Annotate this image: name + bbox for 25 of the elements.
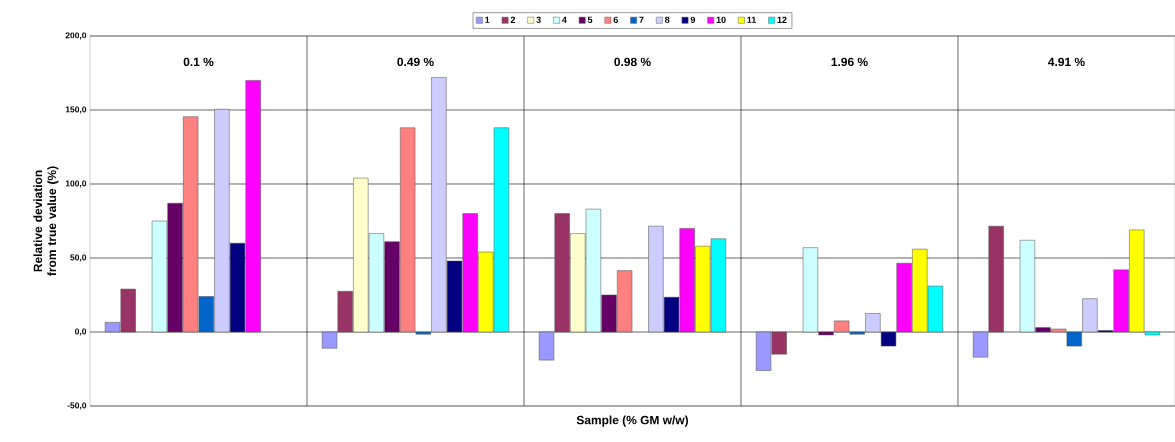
y-tick-label: 200,0 [65, 32, 87, 40]
y-tick-label: 100,0 [65, 180, 87, 188]
x-axis-title: Sample (% GM w/w) [576, 415, 689, 427]
x-tick-label: 4.91 % [1048, 57, 1085, 67]
y-tick-label: 0,0 [75, 328, 87, 336]
x-tick-label: 0.1 % [183, 57, 214, 67]
legend-label: 10 [716, 16, 726, 24]
y-tick-label: 150,0 [65, 106, 87, 114]
legend-label: 2 [510, 16, 516, 23]
legend-label: 9 [690, 16, 696, 24]
y-tick-label: -50,0 [67, 402, 87, 410]
legend-label: 4 [562, 16, 567, 23]
legend-label: 12 [777, 16, 787, 23]
legend-label: 7 [639, 16, 644, 23]
y-tick-label: 50,0 [70, 254, 87, 262]
x-tick-label: 0.49 % [397, 57, 434, 67]
x-tick-label: 0.98 % [614, 57, 651, 67]
x-tick-label: 1.96 % [831, 57, 868, 67]
y-axis-title: Relative deviation from true value (%) [33, 166, 59, 276]
legend-label: 6 [613, 16, 618, 24]
legend-label: 11 [747, 16, 757, 23]
legend-label: 3 [536, 16, 541, 24]
legend-label: 8 [664, 16, 670, 24]
legend-label: 1 [485, 16, 490, 23]
legend-label: 5 [587, 16, 593, 23]
